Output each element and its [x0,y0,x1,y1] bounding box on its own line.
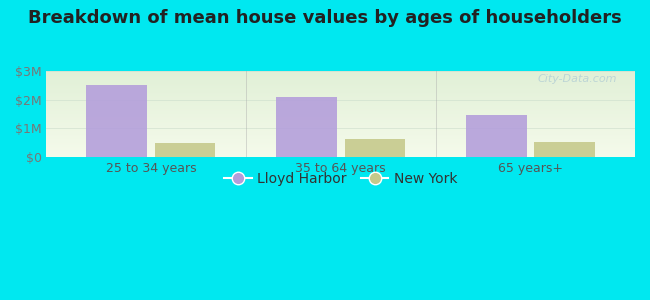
Bar [47,125,635,126]
Bar [47,93,635,94]
Legend: Lloyd Harbor, New York: Lloyd Harbor, New York [218,166,463,191]
Bar [47,150,635,151]
Bar [47,123,635,124]
Bar [47,119,635,120]
Bar [47,89,635,90]
Bar [47,94,635,95]
Bar [47,102,635,103]
Bar [47,144,635,145]
Bar [47,137,635,138]
Bar [47,71,635,72]
Text: Breakdown of mean house values by ages of householders: Breakdown of mean house values by ages o… [28,9,622,27]
Bar [47,131,635,132]
Bar [47,77,635,78]
Bar [47,141,635,142]
Bar [47,138,635,139]
Bar [47,135,635,136]
Bar [47,92,635,93]
Bar [47,147,635,148]
Bar [47,86,635,87]
Bar [47,148,635,149]
Bar [47,97,635,98]
Bar [47,133,635,134]
Bar [47,154,635,155]
Bar [47,104,635,105]
Bar [47,87,635,88]
Bar [47,95,635,96]
Bar [47,73,635,74]
Bar [344,139,406,157]
Bar [47,103,635,104]
Bar [47,76,635,77]
Bar [47,75,635,76]
Bar [47,151,635,152]
Bar [47,153,635,154]
Bar [47,74,635,75]
Bar [47,118,635,119]
Bar [47,83,635,84]
Bar [47,105,635,106]
Bar [47,81,635,82]
Bar [47,90,635,91]
Text: City-Data.com: City-Data.com [538,74,618,84]
Bar [534,142,595,157]
Bar [47,79,635,80]
Bar [47,72,635,73]
Bar [47,78,635,79]
Bar [47,109,635,110]
Bar [47,111,635,112]
Bar [47,139,635,140]
Bar [47,129,635,130]
Bar [47,91,635,92]
Bar [47,134,635,135]
Bar [47,120,635,121]
Bar [47,130,635,131]
Bar [47,98,635,99]
Bar [47,113,635,114]
Bar [86,85,147,157]
Bar [47,126,635,127]
Bar [47,140,635,141]
Bar [47,142,635,143]
Bar [47,128,635,129]
Bar [47,152,635,153]
Bar [47,108,635,109]
Bar [276,97,337,157]
Bar [47,156,635,157]
Bar [47,154,635,155]
Bar [47,124,635,125]
Bar [47,136,635,137]
Bar [47,84,635,85]
Bar [47,116,635,117]
Bar [47,80,635,81]
Bar [47,132,635,133]
Bar [47,122,635,123]
Bar [47,145,635,146]
Bar [47,117,635,118]
Bar [47,146,635,147]
Bar [47,88,635,89]
Bar [47,82,635,83]
Bar [47,110,635,111]
Bar [47,155,635,156]
Bar [47,101,635,102]
Bar [47,112,635,113]
Bar [47,99,635,100]
Bar [466,115,526,157]
Bar [47,115,635,116]
Bar [155,143,215,157]
Bar [47,96,635,97]
Bar [47,121,635,122]
Bar [47,100,635,101]
Bar [47,143,635,144]
Bar [47,149,635,150]
Bar [47,106,635,107]
Bar [47,107,635,108]
Bar [47,85,635,86]
Bar [47,114,635,115]
